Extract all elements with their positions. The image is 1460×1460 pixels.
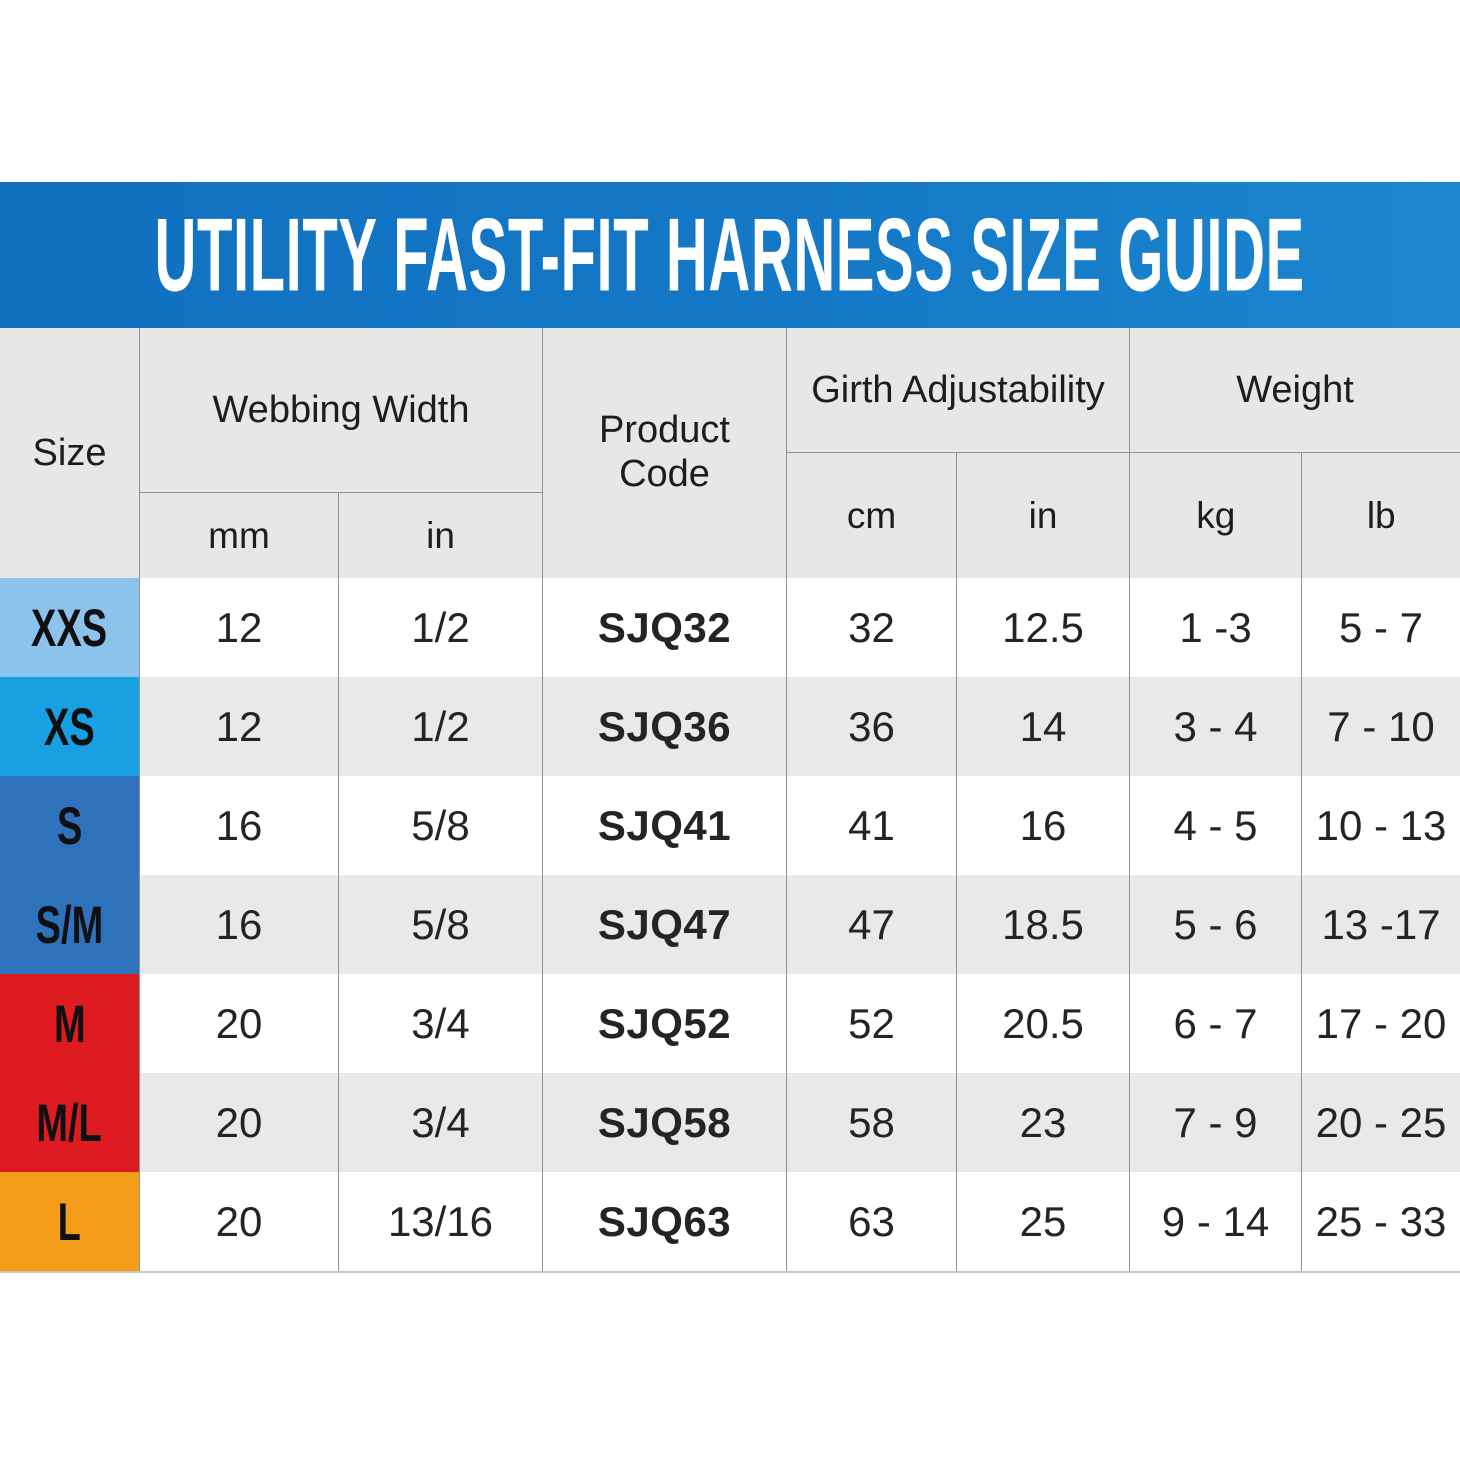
size-label: S/M bbox=[35, 895, 104, 954]
webbing-in-value: 5/8 bbox=[338, 875, 542, 974]
webbing-in-value: 1/2 bbox=[338, 677, 542, 776]
girth-units-row: cm in bbox=[787, 453, 1129, 578]
size-guide-table: Size Webbing Width mm in Product Code Gi… bbox=[0, 328, 1460, 1273]
weight-lb-value: 17 - 20 bbox=[1301, 974, 1460, 1073]
unit-header-lb: lb bbox=[1301, 453, 1460, 578]
webbing-in-value: 1/2 bbox=[338, 578, 542, 677]
weight-lb-value: 20 - 25 bbox=[1301, 1073, 1460, 1172]
girth-cm-value: 41 bbox=[848, 801, 895, 849]
weight-kg-value: 9 - 14 bbox=[1129, 1172, 1301, 1271]
table-row-ml: M/L 20 3/4 SJQ58 58 23 7 - 9 20 - 25 bbox=[0, 1073, 1460, 1172]
table-row-xs: XS 12 1/2 SJQ36 36 14 3 - 4 7 - 10 bbox=[0, 677, 1460, 776]
column-header-size: Size bbox=[0, 328, 140, 578]
weight-lb-value: 13 -17 bbox=[1301, 875, 1460, 974]
girth-in-value: 23 bbox=[956, 1073, 1129, 1172]
product-code-value: SJQ58 bbox=[542, 1073, 787, 1172]
webbing-width-header-label: Webbing Width bbox=[140, 328, 542, 493]
webbing-mm-value: 16 bbox=[140, 875, 338, 974]
product-code-value: SJQ47 bbox=[542, 875, 787, 974]
webbing-in-value: 13/16 bbox=[338, 1172, 542, 1271]
product-code-value: SJQ52 bbox=[542, 974, 787, 1073]
girth-in-value: 12.5 bbox=[956, 578, 1129, 677]
table-header: Size Webbing Width mm in Product Code Gi… bbox=[0, 328, 1460, 578]
unit-header-mm: mm bbox=[208, 514, 270, 556]
webbing-mm-value: 12 bbox=[140, 677, 338, 776]
table-row-m: M 20 3/4 SJQ52 52 20.5 6 - 7 17 - 20 bbox=[0, 974, 1460, 1073]
girth-cm-value: 47 bbox=[787, 875, 956, 974]
girth-cm-value: 58 bbox=[787, 1073, 956, 1172]
webbing-mm-value: 16 bbox=[215, 801, 263, 849]
size-label: L bbox=[57, 1192, 82, 1251]
size-badge-s: S bbox=[0, 776, 140, 875]
size-label: XS bbox=[44, 697, 95, 756]
product-code-value: SJQ32 bbox=[542, 578, 787, 677]
webbing-mm-value: 20 bbox=[215, 999, 263, 1047]
weight-header-label: Weight bbox=[1130, 328, 1460, 453]
webbing-mm-value: 20 bbox=[140, 1073, 338, 1172]
weight-kg-value: 3 - 4 bbox=[1129, 677, 1301, 776]
weight-kg-value: 7 - 9 bbox=[1129, 1073, 1301, 1172]
webbing-width-units-row: mm in bbox=[140, 493, 542, 578]
size-badge-xxs: XXS bbox=[0, 578, 140, 677]
webbing-in-value: 5/8 bbox=[338, 776, 542, 875]
unit-header-webbing-in: in bbox=[338, 493, 542, 578]
girth-cm-value: 36 bbox=[787, 677, 956, 776]
girth-cm-value: 63 bbox=[848, 1197, 895, 1245]
girth-in-value: 18.5 bbox=[956, 875, 1129, 974]
size-badge-l: L bbox=[0, 1172, 140, 1271]
size-label: M bbox=[53, 994, 86, 1053]
column-group-girth-adjustability: Girth Adjustability cm in bbox=[787, 328, 1129, 578]
table-row-s: S 16 5/8 SJQ41 41 16 4 - 5 10 - 13 bbox=[0, 776, 1460, 875]
size-badge-ml: M/L bbox=[0, 1073, 140, 1172]
product-code-value: SJQ63 bbox=[542, 1172, 787, 1271]
girth-cm-value: 52 bbox=[848, 999, 895, 1047]
size-badge-xs: XS bbox=[0, 677, 140, 776]
weight-units-row: kg lb bbox=[1130, 453, 1460, 578]
webbing-mm-value: 12 bbox=[215, 603, 263, 651]
weight-lb-value: 5 - 7 bbox=[1301, 578, 1460, 677]
product-code-value: SJQ41 bbox=[542, 776, 787, 875]
column-group-weight: Weight kg lb bbox=[1129, 328, 1460, 578]
unit-header-cm: cm bbox=[846, 494, 897, 536]
size-badge-m: M bbox=[0, 974, 140, 1073]
girth-in-value: 25 bbox=[956, 1172, 1129, 1271]
size-header-label: Size bbox=[32, 431, 107, 474]
table-row-l: L 20 13/16 SJQ63 63 25 9 - 14 25 - 33 bbox=[0, 1172, 1460, 1271]
weight-kg-value: 1 -3 bbox=[1129, 578, 1301, 677]
column-group-webbing-width: Webbing Width mm in bbox=[140, 328, 542, 578]
size-badge-sm: S/M bbox=[0, 875, 140, 974]
weight-kg-value: 4 - 5 bbox=[1129, 776, 1301, 875]
product-code-value: SJQ36 bbox=[542, 677, 787, 776]
weight-kg-value: 5 - 6 bbox=[1129, 875, 1301, 974]
column-header-product-code: Product Code bbox=[542, 328, 787, 578]
webbing-in-value: 3/4 bbox=[338, 974, 542, 1073]
girth-adjustability-header-label: Girth Adjustability bbox=[787, 328, 1129, 453]
table-row-xxs: XXS 12 1/2 SJQ32 32 12.5 1 -3 5 - 7 bbox=[0, 578, 1460, 677]
unit-header-kg: kg bbox=[1196, 494, 1236, 536]
girth-in-value: 20.5 bbox=[956, 974, 1129, 1073]
weight-lb-value: 25 - 33 bbox=[1301, 1172, 1460, 1271]
girth-in-value: 14 bbox=[956, 677, 1129, 776]
table-row-sm: S/M 16 5/8 SJQ47 47 18.5 5 - 6 13 -17 bbox=[0, 875, 1460, 974]
size-label: M/L bbox=[36, 1093, 103, 1152]
weight-lb-value: 10 - 13 bbox=[1301, 776, 1460, 875]
webbing-mm-value: 20 bbox=[215, 1197, 263, 1245]
page-title: UTILITY FAST-FIT HARNESS SIZE GUIDE bbox=[154, 196, 1306, 313]
girth-cm-value: 32 bbox=[848, 603, 895, 651]
girth-in-value: 16 bbox=[956, 776, 1129, 875]
weight-kg-value: 6 - 7 bbox=[1129, 974, 1301, 1073]
size-label: S bbox=[56, 796, 83, 855]
unit-header-girth-in: in bbox=[956, 453, 1129, 578]
webbing-in-value: 3/4 bbox=[338, 1073, 542, 1172]
product-code-header-label: Product Code bbox=[599, 409, 730, 495]
title-banner: UTILITY FAST-FIT HARNESS SIZE GUIDE bbox=[0, 182, 1460, 328]
size-label: XXS bbox=[31, 598, 108, 657]
weight-lb-value: 7 - 10 bbox=[1301, 677, 1460, 776]
